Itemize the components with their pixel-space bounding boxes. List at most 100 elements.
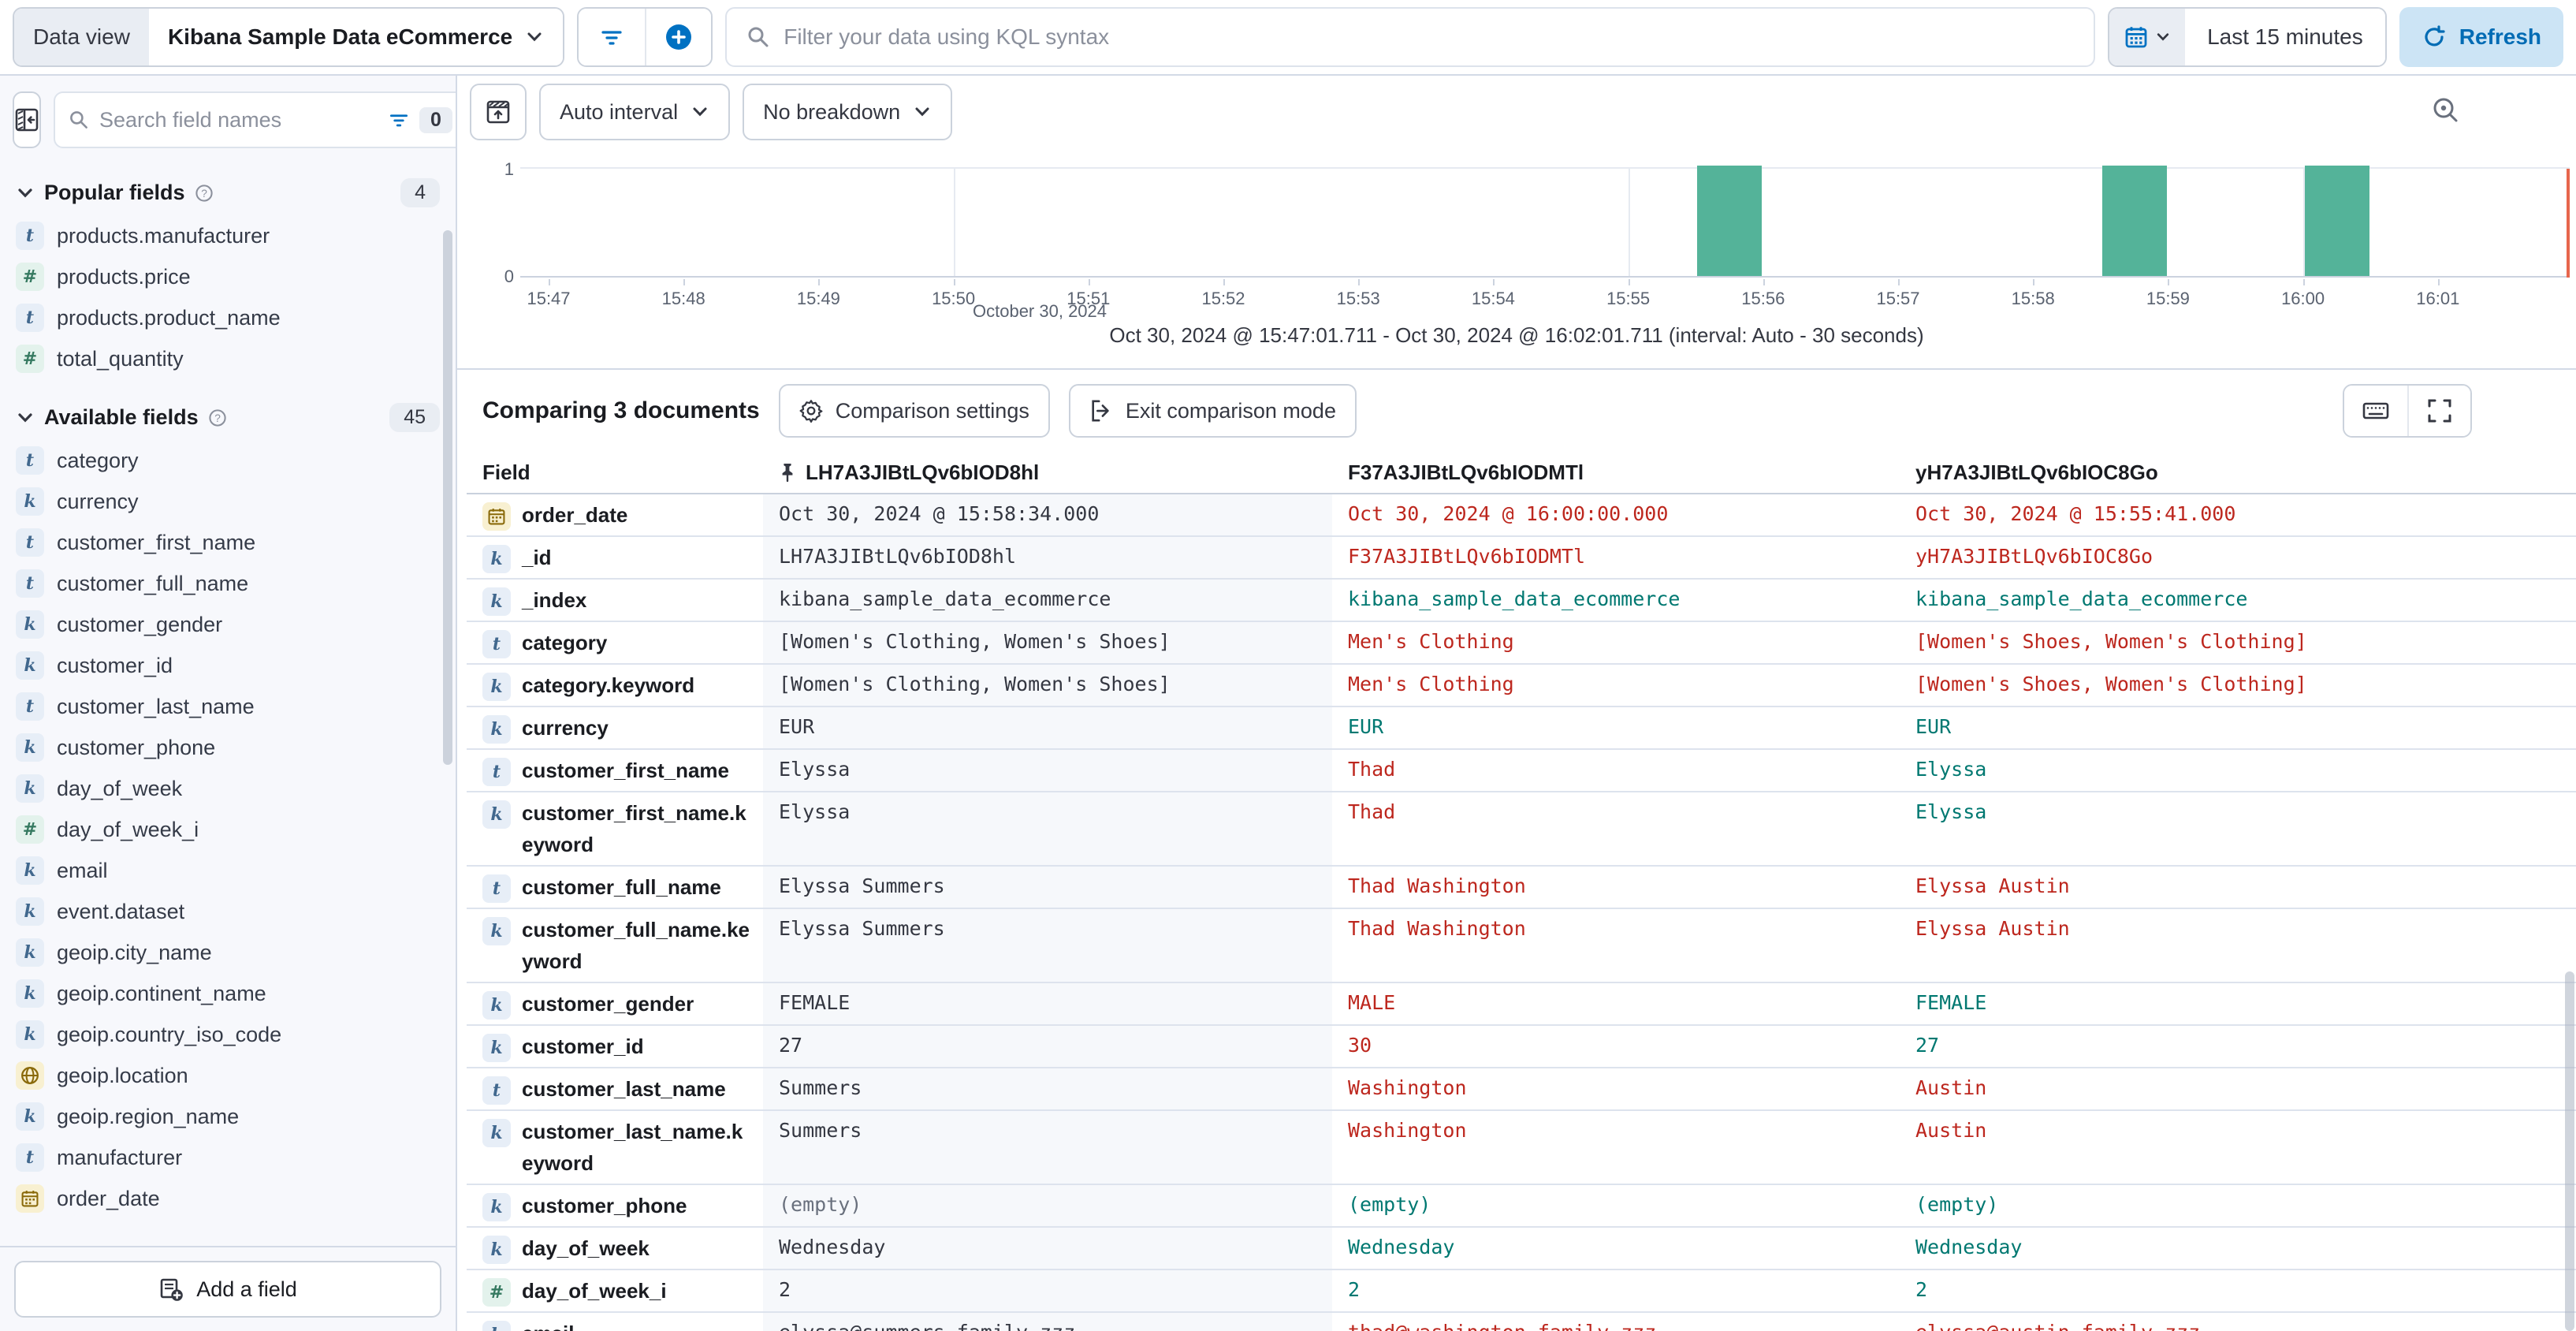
- field-type-text-icon: t: [16, 222, 44, 250]
- field-name: manufacturer: [57, 1145, 183, 1169]
- table-row: k customer_id 27 30 27: [467, 1026, 2576, 1068]
- field-name: customer_phone: [57, 735, 216, 759]
- field-list-item[interactable]: k customer_id: [0, 645, 456, 686]
- time-range-button[interactable]: Last 15 minutes: [2185, 9, 2385, 65]
- base-value-cell: FEMALE: [763, 983, 1332, 1024]
- histogram-bar[interactable]: [2101, 166, 2167, 276]
- field-type-keyword-icon: k: [482, 991, 511, 1020]
- field-list-item[interactable]: k customer_gender: [0, 604, 456, 645]
- fullscreen-button[interactable]: [2407, 386, 2470, 436]
- keyboard-shortcuts-button[interactable]: [2344, 386, 2407, 436]
- field-type-number-icon: #: [16, 345, 44, 373]
- inspect-chart-button[interactable]: [2431, 95, 2459, 129]
- field-list-item[interactable]: # day_of_week_i: [0, 809, 456, 850]
- field-list-item[interactable]: t customer_full_name: [0, 563, 456, 604]
- field-list-item[interactable]: k geoip.country_iso_code: [0, 1014, 456, 1055]
- time-picker-calendar-button[interactable]: [2109, 9, 2186, 65]
- kql-search-input[interactable]: [784, 24, 2075, 50]
- x-axis-tick: [1358, 279, 1361, 285]
- comparison-value-cell: Oct 30, 2024 @ 16:00:00.000: [1348, 502, 1669, 525]
- field-name: event.dataset: [57, 899, 185, 923]
- x-axis-tick: [2168, 279, 2170, 285]
- x-axis-tick: [1898, 279, 1900, 285]
- x-axis-date-label: October 30, 2024: [973, 301, 1107, 321]
- field-list-item[interactable]: t products.product_name: [0, 297, 456, 338]
- field-list-item[interactable]: t products.manufacturer: [0, 215, 456, 256]
- field-name: customer_gender: [522, 992, 694, 1016]
- popular-fields-header[interactable]: Popular fields ? 4: [0, 164, 456, 215]
- filter-button[interactable]: [579, 9, 646, 65]
- histogram-plot-area[interactable]: 15:47 15:48 15:49 15:50 15:51 15:52 15:53 15:54…: [520, 166, 2570, 308]
- pin-icon: [779, 462, 796, 483]
- base-value-cell: Summers: [763, 1111, 1332, 1184]
- field-list-item[interactable]: k currency: [0, 481, 456, 522]
- field-cell: k _id: [467, 537, 763, 578]
- x-axis-tick: [2033, 279, 2035, 285]
- hide-chart-button[interactable]: [470, 84, 527, 140]
- field-name: customer_last_name: [57, 694, 255, 718]
- field-name: geoip.country_iso_code: [57, 1022, 282, 1046]
- field-list-item[interactable]: geoip.location: [0, 1055, 456, 1096]
- field-name: category.keyword: [522, 673, 695, 697]
- field-cell: k day_of_week: [467, 1228, 763, 1269]
- comparison-header: Comparing 3 documents Comparison setting…: [457, 370, 2576, 452]
- comparison-value-cell: Washington: [1348, 1076, 1467, 1099]
- field-list-item[interactable]: order_date: [0, 1178, 456, 1219]
- field-list-item[interactable]: k geoip.continent_name: [0, 973, 456, 1014]
- histogram-bar[interactable]: [2304, 166, 2369, 276]
- comparison-value-cell: yH7A3JIBtLQv6bIOC8Go: [1915, 545, 2153, 568]
- field-type-keyword-icon: k: [482, 1119, 511, 1147]
- field-list-item[interactable]: t customer_first_name: [0, 522, 456, 563]
- table-row: k customer_gender FEMALE MALE FEMALE: [467, 983, 2576, 1026]
- refresh-button[interactable]: Refresh: [2399, 7, 2563, 67]
- histogram-bar[interactable]: [1697, 166, 1763, 276]
- field-list-item[interactable]: t category: [0, 440, 456, 481]
- comparison-table: Field LH7A3JIBtLQv6bIOD8hl F37A3JIBtLQv6…: [467, 452, 2576, 1331]
- add-filter-button[interactable]: [645, 9, 712, 65]
- comparison-settings-button[interactable]: Comparison settings: [778, 384, 1050, 438]
- field-list-item[interactable]: k customer_phone: [0, 727, 456, 768]
- field-list-item[interactable]: t manufacturer: [0, 1137, 456, 1178]
- data-view-label: Data view: [14, 9, 149, 65]
- add-field-button[interactable]: Add a field: [14, 1261, 441, 1318]
- collapse-sidebar-button[interactable]: [13, 91, 41, 148]
- breakdown-dropdown[interactable]: No breakdown: [743, 84, 953, 140]
- table-row: order_date Oct 30, 2024 @ 15:58:34.000 Oct…: [467, 494, 2576, 537]
- field-list-item[interactable]: k geoip.city_name: [0, 932, 456, 973]
- field-list-item[interactable]: k day_of_week: [0, 768, 456, 809]
- sidebar-scrollbar[interactable]: [443, 230, 452, 765]
- available-fields-header[interactable]: Available fields ? 45: [0, 389, 456, 440]
- data-view-selector[interactable]: Kibana Sample Data eCommerce: [148, 9, 564, 65]
- field-list-item[interactable]: k geoip.region_name: [0, 1096, 456, 1137]
- search-icon: [746, 24, 771, 50]
- table-row: t customer_full_name Elyssa Summers Thad Wa…: [467, 867, 2576, 909]
- field-filter-icon[interactable]: [388, 109, 410, 131]
- field-type-keyword-icon: k: [16, 651, 44, 680]
- interval-dropdown[interactable]: Auto interval: [539, 84, 731, 140]
- doc-column-header: F37A3JIBtLQv6bIODMTl: [1348, 460, 1584, 484]
- svg-text:?: ?: [201, 187, 207, 199]
- field-search-input[interactable]: [99, 107, 378, 132]
- hide-chart-icon: [486, 99, 511, 125]
- exit-comparison-button[interactable]: Exit comparison mode: [1068, 384, 1357, 438]
- field-search-box: 0: [54, 91, 456, 148]
- field-list-item[interactable]: k email: [0, 850, 456, 891]
- table-scrollbar[interactable]: [2565, 971, 2574, 1331]
- base-value-cell: [Women's Clothing, Women's Shoes]: [763, 665, 1332, 706]
- base-value-cell: Summers: [763, 1068, 1332, 1109]
- field-cell: k customer_first_name.keyword: [467, 792, 763, 865]
- field-list-item[interactable]: # products.price: [0, 256, 456, 297]
- field-cell: k customer_gender: [467, 983, 763, 1024]
- popular-fields-list: t products.manufacturer # products.price t pr…: [0, 215, 456, 379]
- field-type-text-icon: t: [482, 630, 511, 658]
- field-list-item[interactable]: # total_quantity: [0, 338, 456, 379]
- field-type-keyword-icon: k: [16, 610, 44, 639]
- field-list-item[interactable]: t customer_last_name: [0, 686, 456, 727]
- histogram-chart[interactable]: 1 0 15:47 15:48 15:49 15:50 15:51 15:52 15:53 1…: [457, 148, 2576, 321]
- comparison-table-header: Field LH7A3JIBtLQv6bIOD8hl F37A3JIBtLQv6…: [467, 452, 2576, 494]
- field-cell: # day_of_week_i: [467, 1270, 763, 1311]
- exit-icon: [1089, 399, 1113, 423]
- field-name: customer_last_name: [522, 1077, 726, 1101]
- field-name: customer_first_name: [57, 530, 256, 554]
- field-list-item[interactable]: k event.dataset: [0, 891, 456, 932]
